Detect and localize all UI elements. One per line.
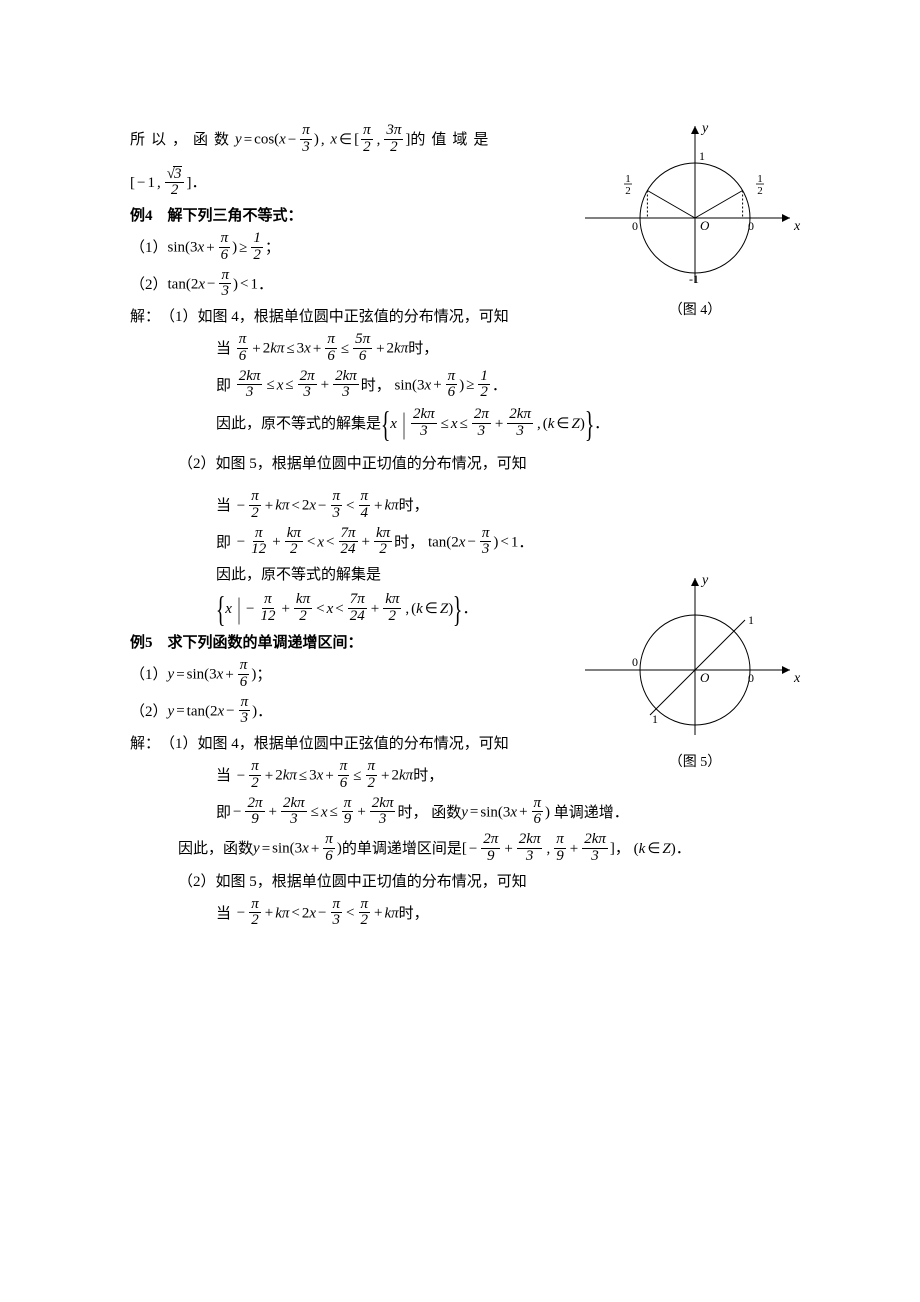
ex4-sol2-intro: （2）如图 5，根据单位圆中正切值的分布情况，可知: [178, 452, 790, 476]
ex5-sol1-therefore-func: y=sin(3x+π6): [253, 833, 342, 866]
figure-4-caption: （图 4）: [580, 300, 810, 322]
ex4-sol1-when-label: 当: [216, 337, 231, 361]
svg-text:1: 1: [625, 173, 631, 185]
ex4-sol2-when-label: 当: [216, 494, 231, 518]
fig5-lzero: 0: [632, 655, 638, 669]
fig5-bottom: 1: [652, 712, 658, 726]
ex4-item2-expr: tan(2x−π3)<1: [168, 269, 258, 302]
ex4-sol2-when-expr: −π2+kπ<2x−π3<π4+kπ: [235, 490, 399, 523]
ex4-sol2-set: {x| −π12+kπ2<x<7π24+kπ2,(k∈Z) }: [216, 591, 463, 627]
ex4-item2-label: （2）: [130, 273, 168, 297]
ex5-item2-label: （2）: [130, 700, 168, 724]
fig4-radius-2: [647, 191, 695, 219]
ex5-item1-expr: y=sin(3x+π6): [168, 659, 257, 692]
ex4-sol1-therefore-label: 因此，原不等式的解集是: [216, 412, 381, 436]
ex4-sol1-ie-suffix: 时，: [361, 374, 391, 398]
ex5-sol2-when-label: 当: [216, 902, 231, 926]
ex5-sol-label: 解：: [130, 732, 160, 756]
ex4-item1-label: （1）: [130, 236, 168, 260]
ex4-sol2-ie-label: 即: [216, 531, 231, 555]
fig4-bottom: -1: [689, 272, 699, 286]
ex5-sol2-when: 当 −π2+kπ<2x−π3<π2+kπ 时，: [216, 898, 790, 931]
ex4-sol1-ie-label: 即: [216, 374, 231, 398]
ex4-sol1-ie: 即 2kπ3≤x≤2π3+2kπ3 时， sin(3x+π6)≥12 ．: [216, 370, 790, 403]
ex5-func-word: 函数: [431, 801, 461, 825]
fig4-x-label: x: [793, 219, 801, 234]
ex5-sol1-ie: 即 −2π9+2kπ3≤x≤π9+2kπ3 时， 函数 y=sin(3x+π6)…: [216, 797, 790, 830]
fig5-y-label: y: [700, 573, 709, 588]
ex5-sol1-func: y=sin(3x+π6): [461, 797, 550, 830]
ex4-sol2-when: 当 −π2+kπ<2x−π3<π4+kπ 时，: [216, 490, 790, 523]
ex5-sol2-when-suffix: 时，: [399, 902, 429, 926]
ex5-sol1-ie-label: 即: [216, 801, 231, 825]
fig4-lzero: 0: [632, 219, 638, 233]
intro-range: [−1,√32]: [130, 167, 191, 201]
ex4-sol1-when-expr: π6+2kπ≤3x+π6≤5π6+2kπ: [235, 333, 408, 366]
svg-text:2: 2: [625, 185, 631, 197]
ex4-sol2-therefore-label: 因此，原不等式的解集是: [216, 563, 381, 587]
ex5-item2-expr: y=tan(2x−π3): [168, 696, 258, 729]
intro-func: y=cos(x−π3), x∈[π2,3π2]: [235, 124, 410, 157]
ex5-sol1-kz: (k∈Z): [634, 837, 676, 861]
ex5-sol1-when-expr: −π2+2kπ≤3x+π6≤π2+2kπ: [235, 760, 413, 793]
ex4-sol1-when-suffix: 时，: [408, 337, 438, 361]
ex5-sol1-therefore: 因此，函数 y=sin(3x+π6) 的单调递增区间是 [−2π9+2kπ3,π…: [178, 833, 790, 866]
fig4-rzero: 0: [748, 219, 754, 233]
figure-4-svg: x y O 1 2 1 2 0 0 1 -1: [580, 118, 810, 288]
ex4-sol2-result: tan(2x−π3)<1: [428, 527, 518, 560]
fig5-tan-line: [650, 620, 745, 715]
ex4-sol2-ie: 即 −π12+kπ2<x<7π24+kπ2 时， tan(2x−π3)<1 ．: [216, 527, 790, 560]
ex4-sol1-ie-expr: 2kπ3≤x≤2π3+2kπ3: [235, 370, 361, 403]
fig4-axes: [585, 126, 790, 283]
fig5-origin: O: [700, 670, 710, 685]
ex5-item1-label: （1）: [130, 663, 168, 687]
figure-5-caption: （图 5）: [580, 752, 810, 774]
fig4-y-label: y: [700, 121, 709, 136]
ex5-sol1-mono: 单调递增．: [554, 801, 629, 825]
ex4-sol1-when: 当 π6+2kπ≤3x+π6≤5π6+2kπ 时，: [216, 333, 790, 366]
ex5-sol1-ie-suffix: 时，: [397, 801, 427, 825]
ex5-sol2-intro-text: （2）如图 5，根据单位圆中正切值的分布情况，可知: [178, 870, 527, 894]
fig4-left-frac: 1 2: [624, 173, 632, 197]
fig5-axes: [585, 578, 790, 735]
ex5-sol2-when-expr: −π2+kπ<2x−π3<π2+kπ: [235, 898, 399, 931]
ex4-sol1-intro-text: （1）如图 4，根据单位圆中正弦值的分布情况，可知: [160, 305, 509, 329]
ex4-sol2-ie-suffix: 时，: [394, 531, 424, 555]
ex4-sol-label: 解：: [130, 305, 160, 329]
ex5-sol1-therefore-b: 的单调递增区间是: [342, 837, 462, 861]
ex5-sol1-therefore-a: 因此，函数: [178, 837, 253, 861]
ex4-sol1-therefore: 因此，原不等式的解集是 {x| 2kπ3≤x≤2π3+2kπ3,(k∈Z) } …: [216, 406, 790, 442]
ex5-comma: ，: [615, 837, 630, 861]
fig5-x-label: x: [793, 671, 801, 686]
intro-suffix: 的值域是: [410, 128, 494, 152]
intro-prefix: 所以，函数: [130, 128, 235, 152]
ex5-period: ．: [676, 837, 691, 861]
fig4-right-frac: 1 2: [756, 173, 764, 197]
figure-5-svg: x y O 0 0 1 1: [580, 570, 810, 740]
fig4-radius-1: [695, 191, 743, 219]
ex4-sol1-set: {x| 2kπ3≤x≤2π3+2kπ3,(k∈Z) }: [381, 406, 594, 442]
ex4-sol2-intro-text: （2）如图 5，根据单位圆中正切值的分布情况，可知: [178, 452, 527, 476]
page-root: x y O 1 2 1 2 0 0 1 -1 （图 4）: [0, 0, 920, 1302]
fig5-rzero: 0: [748, 671, 754, 685]
figure-4-container: x y O 1 2 1 2 0 0 1 -1 （图 4）: [580, 118, 810, 322]
ex5-sol1-when-label: 当: [216, 764, 231, 788]
intro-period: ．: [191, 171, 206, 195]
fig5-top: 1: [748, 613, 754, 627]
fig4-origin: O: [700, 218, 710, 233]
ex5-sol2-intro: （2）如图 5，根据单位圆中正切值的分布情况，可知: [178, 870, 790, 894]
ex4-sol1-result: sin(3x+π6)≥12: [395, 370, 492, 403]
svg-text:2: 2: [757, 185, 763, 197]
figure-5-container: x y O 0 0 1 1 （图 5）: [580, 570, 810, 774]
ex5-sol1-when-suffix: 时，: [413, 764, 443, 788]
ex4-sol2-ie-expr: −π12+kπ2<x<7π24+kπ2: [235, 527, 394, 560]
ex4-item1-expr: sin(3x+π6)≥12: [168, 232, 265, 265]
fig4-top: 1: [699, 149, 705, 163]
ex5-sol1-interval: [−2π9+2kπ3,π9+2kπ3]: [462, 833, 615, 866]
ex5-sol1-ie-expr: −2π9+2kπ3≤x≤π9+2kπ3: [231, 797, 397, 830]
ex5-sol1-intro-text: （1）如图 4，根据单位圆中正弦值的分布情况，可知: [160, 732, 509, 756]
ex4-sol2-when-suffix: 时，: [399, 494, 429, 518]
svg-text:1: 1: [757, 173, 763, 185]
